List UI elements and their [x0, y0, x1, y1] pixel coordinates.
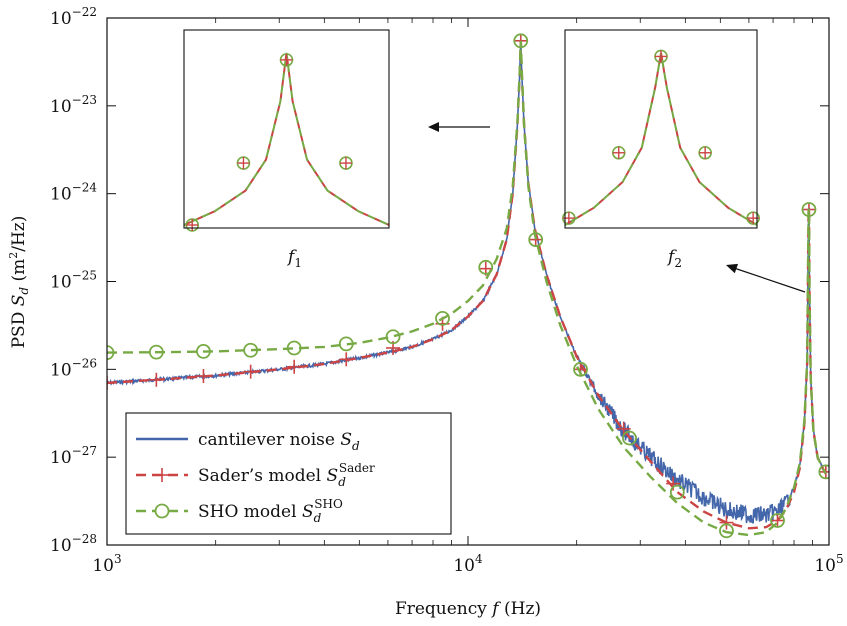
y-tick-label: 10−25: [50, 269, 97, 293]
legend-label: Sader’s model SdSader: [198, 461, 375, 489]
circle-marker: [622, 430, 637, 446]
circle-marker: [107, 345, 115, 361]
y-tick-label: 10−27: [50, 444, 97, 468]
arrow-head: [428, 122, 439, 132]
inset-plus-marker: [186, 219, 199, 231]
x-tick-label: 103: [92, 552, 121, 576]
inset-plus-marker: [612, 146, 625, 159]
legend-box: [125, 412, 452, 535]
inset-f1: f1: [183, 29, 490, 270]
y-axis-title: PSD Sd (m2/Hz): [7, 216, 31, 349]
circle-marker: [286, 340, 302, 356]
circle-marker: [528, 232, 544, 247]
x-axis-title: Frequency f (Hz): [395, 599, 541, 619]
legend-label: cantilever noise Sd: [198, 430, 360, 453]
y-tick-label: 10−28: [50, 532, 97, 556]
inset-plus-marker: [237, 157, 250, 170]
legend-entry: SHO model SdSHO: [136, 497, 343, 525]
circle-marker: [770, 513, 785, 528]
circle-marker: [435, 311, 450, 326]
inset-label: f2: [666, 247, 682, 270]
inset-plus-marker: [339, 157, 352, 170]
y-tick-label: 10−23: [50, 93, 97, 117]
plus-marker: [149, 372, 164, 387]
inset-frame: [564, 29, 758, 229]
circle-marker: [513, 33, 529, 49]
circle-marker: [573, 361, 588, 377]
inset-sho-line: [184, 52, 389, 226]
legend-marker: [154, 503, 170, 519]
plus-marker: [196, 368, 211, 383]
inset-plus-marker: [280, 53, 293, 66]
inset-arrow: [733, 267, 806, 293]
circle-marker: [196, 344, 211, 359]
circle-marker: [719, 523, 734, 539]
series-2: [107, 33, 829, 539]
plus-marker: [107, 375, 114, 390]
y-tick-label: 10−26: [50, 356, 97, 380]
plus-marker: [243, 364, 258, 379]
arrow-head: [726, 263, 739, 274]
inset-sader-line: [184, 52, 389, 226]
circle-marker: [243, 342, 259, 358]
circle-marker: [478, 259, 494, 275]
circle-marker: [385, 329, 401, 345]
circle-marker: [338, 336, 354, 352]
series-line: [107, 40, 827, 537]
legend-label: SHO model SdSHO: [198, 497, 343, 525]
circle-marker: [818, 464, 829, 480]
inset-plus-marker: [699, 146, 712, 159]
inset-plus-marker: [655, 50, 667, 63]
inset-label: f1: [286, 247, 302, 270]
x-tick-label: 104: [453, 552, 483, 576]
circle-marker: [669, 484, 685, 500]
inset-f2: f2: [562, 29, 806, 293]
inset-frame: [183, 29, 390, 229]
legend-entry: cantilever noise Sd: [136, 430, 360, 453]
y-tick-label: 10−22: [50, 5, 97, 29]
plus-marker: [339, 352, 354, 367]
plus-marker: [287, 359, 302, 374]
y-tick-label: 10−24: [50, 181, 97, 205]
plus-marker: [719, 515, 734, 530]
plus-marker: [770, 513, 785, 528]
circle-marker: [801, 202, 817, 217]
x-tick-label: 105: [814, 552, 843, 576]
circle-marker: [148, 344, 164, 360]
legend-entry: Sader’s model SdSader: [136, 461, 375, 489]
